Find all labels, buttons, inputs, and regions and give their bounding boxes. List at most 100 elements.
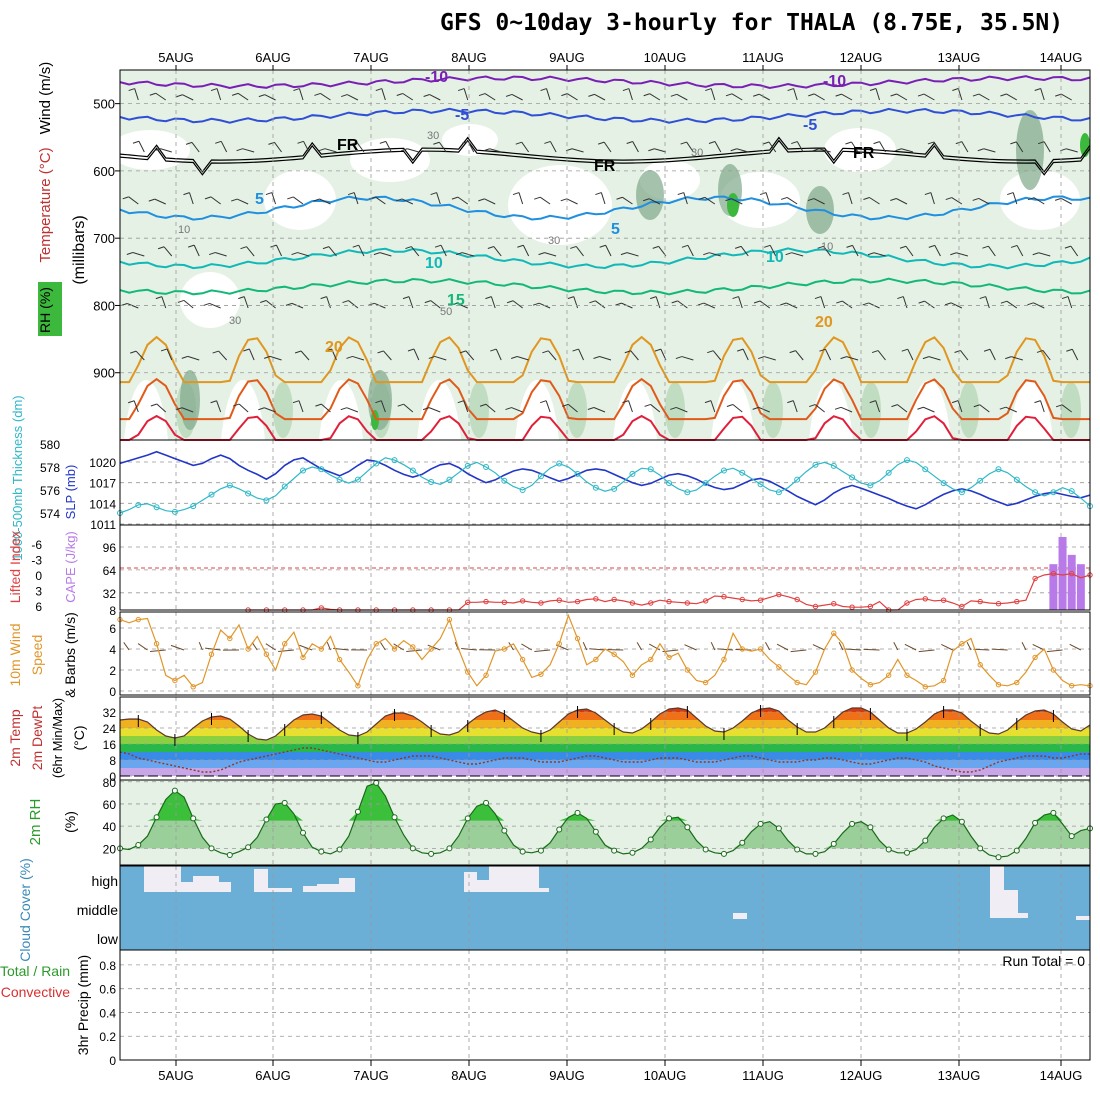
temp-band	[120, 768, 1090, 776]
wind-speed-marker	[373, 641, 379, 647]
wind-barb	[628, 400, 633, 413]
wind-barb-flag	[897, 296, 904, 300]
temp-band	[120, 760, 1090, 768]
thickness-marker	[281, 483, 288, 490]
thickness-marker	[922, 466, 929, 473]
lifted-index-marker	[922, 596, 928, 602]
wind-barb-flag	[927, 141, 935, 145]
cloud-axis-label: Cloud Cover (%)	[17, 858, 33, 961]
wind-barb	[1012, 192, 1018, 205]
wind-barb-flag	[598, 141, 605, 145]
rh-marker	[1013, 847, 1020, 854]
thickness-marker	[629, 470, 636, 477]
wind-barb	[676, 406, 688, 413]
rh-marker	[171, 787, 178, 794]
wind-barb	[135, 350, 145, 361]
thickness-marker	[739, 469, 746, 476]
wind-barb	[521, 141, 530, 153]
wind-barb-flag	[1037, 141, 1045, 145]
wind-speed-marker	[959, 641, 965, 647]
wind-barb-flag	[753, 300, 761, 304]
wind-barb-flag	[128, 88, 135, 92]
wind-barb-flag	[238, 296, 245, 300]
rh-marker	[702, 846, 709, 853]
cape-tick-label: 32	[103, 587, 117, 601]
surface-wind-barb	[649, 643, 661, 651]
wind-barb-flag	[671, 300, 678, 304]
thickness-marker	[245, 490, 252, 497]
wind-barb	[326, 296, 331, 309]
wind-barb-flag	[540, 400, 547, 404]
thickness-marker	[720, 467, 727, 474]
thickness-marker	[226, 482, 233, 489]
wind-barb	[156, 403, 167, 413]
rh-marker	[190, 815, 197, 822]
wind-barb-flag	[285, 302, 293, 306]
rh-marker	[1050, 809, 1057, 816]
wind-speed-marker	[648, 656, 654, 663]
wind-barb-flag	[287, 196, 294, 200]
dry-pocket	[180, 272, 240, 328]
thickness-marker	[1032, 489, 1039, 496]
surface-wind-barb	[508, 642, 514, 651]
wind-barb-flag	[924, 192, 932, 196]
surface-dry-plume	[711, 380, 755, 440]
wind-barb	[840, 406, 853, 413]
temp-contour-label: -5	[803, 117, 817, 134]
wind-barb	[320, 93, 331, 101]
wind-barb	[490, 296, 496, 309]
wind-barb	[1066, 148, 1078, 153]
wind-barb-flag	[1027, 197, 1035, 201]
wind-barb	[1043, 141, 1051, 153]
wind-barb	[934, 245, 941, 257]
cloud-block	[317, 884, 339, 892]
wind-barb	[264, 94, 276, 101]
wind-barb	[182, 94, 194, 101]
rh-marker	[574, 809, 581, 816]
wind-barb	[430, 300, 441, 309]
wind-barb-flag	[1036, 349, 1044, 353]
wind-barb	[210, 196, 221, 205]
cape-bar	[1058, 536, 1067, 610]
wind-barb	[841, 93, 853, 101]
lifted-index-marker	[648, 600, 654, 606]
wind-barb-flag	[1055, 404, 1063, 408]
wind-barb	[429, 94, 441, 101]
run-total-label: Run Total = 0	[1002, 953, 1085, 969]
wind-barb-flag	[375, 400, 382, 404]
bottom-date-label: 10AUG	[644, 1068, 687, 1083]
wind-barb-flag	[869, 88, 877, 92]
wind-barb-flag	[842, 192, 849, 196]
wind-barb	[379, 252, 392, 257]
temp-tick-label: 32	[103, 706, 117, 720]
wind-barb	[242, 148, 255, 153]
surface-wind-barb	[251, 642, 258, 651]
wind-barb-flag	[294, 350, 302, 354]
wind-barb-flag	[846, 244, 853, 248]
wind-speed-line	[119, 613, 1091, 688]
wind-barb	[215, 252, 227, 257]
wind-barb-flag	[451, 196, 459, 200]
thickness-marker	[849, 474, 856, 481]
wind-barb	[457, 196, 469, 205]
wind-barb-flag	[434, 244, 442, 248]
wind-barb	[218, 350, 228, 361]
wind-barb	[522, 245, 530, 257]
wind-barb	[731, 93, 743, 101]
wind-barb	[710, 88, 716, 101]
wind-barb-flag	[787, 400, 794, 404]
temp-tick-label: 8	[109, 754, 116, 768]
surface-wind-barb	[1046, 649, 1063, 653]
wind-barb	[246, 246, 255, 257]
lifted-frame	[119, 524, 1091, 611]
thickness-marker	[958, 489, 965, 496]
thickness-marker	[995, 466, 1002, 473]
slp-axis-label: SLP (mb)	[63, 465, 78, 520]
surface-wind-barb	[427, 644, 441, 651]
wind-barb	[465, 350, 475, 361]
wind-barb-flag	[758, 356, 765, 360]
wind-barb-flag	[478, 93, 486, 97]
wind-barb	[183, 300, 194, 309]
wind-barb	[712, 350, 722, 361]
